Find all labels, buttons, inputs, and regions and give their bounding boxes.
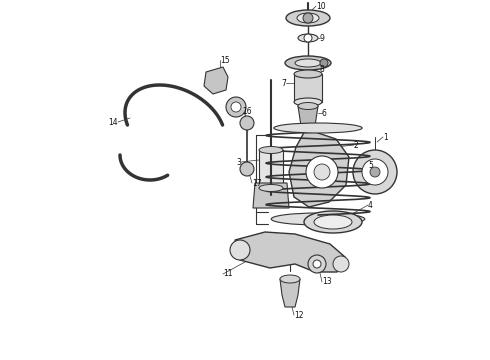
Circle shape [240, 116, 254, 130]
Ellipse shape [301, 123, 315, 129]
Circle shape [304, 34, 312, 42]
Circle shape [308, 255, 326, 273]
Ellipse shape [285, 56, 331, 70]
Text: 10: 10 [316, 1, 326, 10]
Ellipse shape [259, 185, 283, 192]
Text: 12: 12 [294, 310, 303, 320]
Text: 1: 1 [383, 132, 388, 141]
Circle shape [240, 162, 254, 176]
Ellipse shape [286, 10, 330, 26]
Circle shape [314, 164, 330, 180]
Polygon shape [235, 232, 345, 272]
Ellipse shape [259, 147, 283, 153]
Ellipse shape [298, 34, 318, 42]
Ellipse shape [304, 211, 362, 233]
Text: 14: 14 [108, 117, 118, 126]
Circle shape [353, 150, 397, 194]
Circle shape [333, 256, 349, 272]
Circle shape [231, 102, 241, 112]
Polygon shape [298, 106, 318, 126]
Circle shape [320, 59, 328, 67]
Text: 15: 15 [220, 55, 230, 64]
Circle shape [362, 159, 388, 185]
Text: 6: 6 [322, 108, 327, 117]
Text: 2: 2 [354, 140, 359, 149]
Polygon shape [294, 74, 322, 102]
Text: 17: 17 [252, 179, 262, 188]
Text: 7: 7 [281, 78, 286, 87]
Ellipse shape [295, 59, 321, 67]
Circle shape [230, 240, 250, 260]
Text: 5: 5 [368, 161, 373, 170]
Ellipse shape [294, 70, 322, 78]
Polygon shape [253, 183, 289, 208]
Text: 3: 3 [236, 158, 241, 166]
Circle shape [303, 13, 313, 23]
Text: 16: 16 [242, 107, 252, 116]
Text: 9: 9 [320, 33, 325, 42]
Ellipse shape [298, 103, 318, 109]
Ellipse shape [271, 213, 365, 225]
Ellipse shape [294, 98, 322, 106]
Polygon shape [204, 67, 228, 94]
Ellipse shape [314, 215, 352, 229]
Circle shape [306, 156, 338, 188]
Circle shape [313, 260, 321, 268]
Polygon shape [259, 150, 283, 188]
Polygon shape [289, 129, 349, 207]
Text: 11: 11 [223, 270, 232, 279]
Text: 4: 4 [368, 201, 373, 210]
Circle shape [226, 97, 246, 117]
Ellipse shape [274, 123, 362, 133]
Polygon shape [280, 279, 300, 307]
Text: 8: 8 [320, 64, 325, 73]
Text: 13: 13 [322, 278, 332, 287]
Ellipse shape [280, 275, 300, 283]
Ellipse shape [297, 13, 319, 23]
Circle shape [370, 167, 380, 177]
